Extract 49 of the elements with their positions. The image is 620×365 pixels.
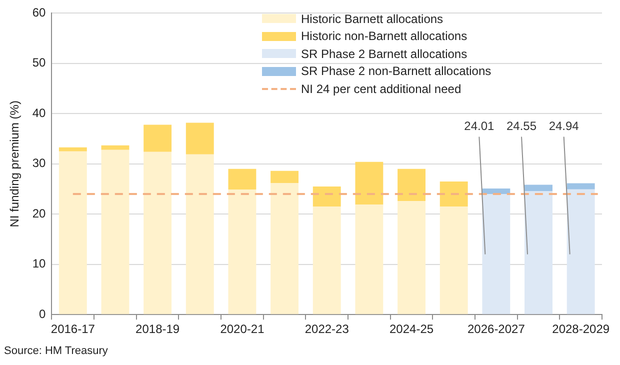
bar (440, 181, 468, 207)
bar (144, 152, 172, 314)
y-tick-label: 40 (32, 106, 46, 120)
data-label: 24.55 (506, 119, 537, 134)
bar (524, 184, 552, 192)
x-tick-label: 2018-19 (136, 322, 180, 336)
bar (186, 154, 214, 314)
bar (355, 204, 384, 314)
x-tick-label: 2016-17 (50, 322, 96, 336)
y-tick-label: 30 (32, 156, 46, 170)
bar (398, 201, 426, 314)
bar (566, 183, 595, 190)
bar (270, 170, 299, 183)
legend-label: Historic Barnett allocations (301, 12, 444, 26)
bar (101, 150, 130, 314)
data-label: 24.94 (548, 119, 580, 134)
bar (58, 151, 87, 314)
bar (482, 194, 510, 314)
x-tick-label: 2024-25 (390, 322, 434, 336)
y-tick-label: 0 (39, 306, 46, 321)
y-axis-title: NI funding premium (%) (8, 100, 22, 228)
legend-label: SR Phase 2 Barnett allocations (301, 46, 468, 61)
bar (270, 182, 299, 314)
data-label: 24.01 (464, 119, 495, 134)
y-tick-label: 20 (32, 206, 46, 220)
bar (312, 186, 341, 207)
legend-label: NI 24 per cent additional need (301, 82, 462, 96)
x-tick-label: 2022-23 (304, 322, 350, 336)
bar (228, 190, 256, 314)
bar (312, 206, 341, 314)
bar (566, 189, 595, 314)
legend-label: SR Phase 2 non-Barnett allocations (301, 64, 492, 78)
bar (58, 147, 87, 152)
bar (524, 191, 552, 314)
bar (186, 122, 214, 154)
bar (144, 124, 172, 152)
bar (440, 206, 468, 314)
y-tick-label: 60 (32, 6, 46, 20)
x-tick-label: 2028-2029 (552, 322, 610, 336)
x-tick-label: 2020-21 (220, 322, 265, 336)
bar (355, 162, 384, 205)
y-tick-label: 10 (32, 256, 46, 271)
source-note: Source: HM Treasury (4, 345, 108, 357)
y-tick-label: 50 (32, 56, 46, 70)
bar (398, 168, 426, 202)
x-tick-label: 2026-2027 (467, 322, 526, 336)
bar (101, 145, 130, 150)
bar (228, 168, 256, 190)
legend-label: Historic non-Barnett allocations (301, 29, 468, 44)
